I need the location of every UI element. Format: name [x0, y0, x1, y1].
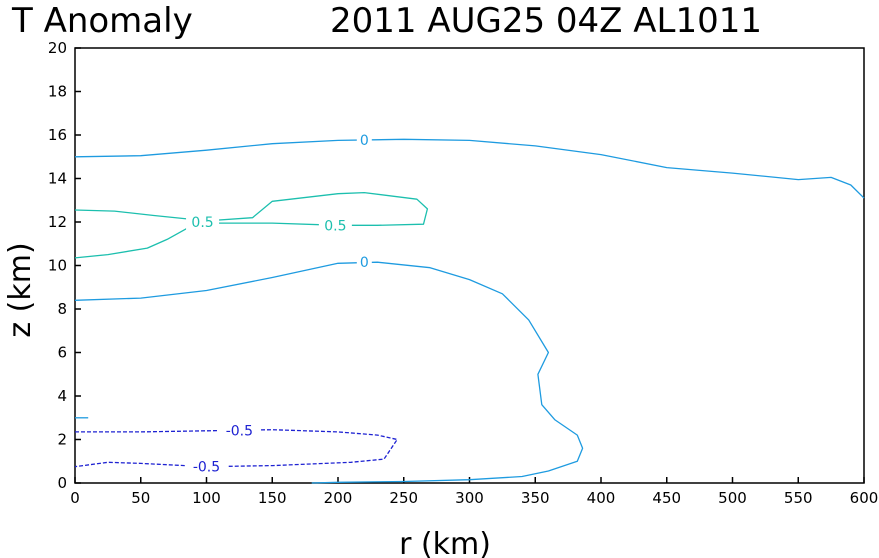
- contour-label-background: [185, 458, 228, 475]
- contour-line-level-0: [74, 261, 584, 484]
- x-tick-label: 0: [70, 489, 80, 507]
- contour-label-background: [186, 214, 220, 230]
- contour-label-background: [218, 422, 261, 439]
- y-tick-label: 4: [57, 387, 67, 405]
- x-tick-label: 350: [521, 489, 550, 507]
- contour-labels: 0 0 0.5 0.5 -0.5 -0.5: [185, 131, 372, 476]
- x-tick-label: 550: [784, 489, 813, 507]
- x-tick-label: 100: [192, 489, 221, 507]
- y-tick-label: 2: [57, 431, 67, 449]
- x-axis-label: r (km): [399, 527, 491, 558]
- contour-label-background: [356, 131, 372, 148]
- contour-label: 0.5: [324, 218, 346, 234]
- x-tick-label: 450: [652, 489, 681, 507]
- x-tick-label: 600: [850, 489, 879, 507]
- contour-label-background: [318, 217, 352, 234]
- contour-label: -0.5: [193, 460, 220, 476]
- chart-title-datetime-storm: 2011 AUG25 04Z AL1011: [330, 1, 762, 41]
- y-axis-label: z (km): [3, 242, 38, 337]
- x-tick-label: 250: [389, 489, 418, 507]
- contour-label-background: [356, 254, 372, 271]
- contour-line-level-0: [74, 138, 865, 199]
- contour-lines: [74, 138, 865, 484]
- y-tick-label: 10: [48, 257, 67, 275]
- y-tick-label: 16: [48, 126, 67, 144]
- contour-line-level-minus-0.5: [74, 429, 398, 468]
- contour-label: -0.5: [226, 423, 253, 439]
- y-tick-label: 6: [57, 344, 67, 362]
- x-tick-label: 300: [455, 489, 484, 507]
- x-axis: 0 50 100 150 200 250 300 350 400 450 500 550 600: [70, 477, 878, 507]
- y-tick-label: 12: [48, 213, 67, 231]
- contour-line-level-0.5: [74, 191, 429, 259]
- y-tick-label: 0: [57, 474, 67, 492]
- x-tick-label: 50: [131, 489, 150, 507]
- y-tick-label: 18: [48, 83, 67, 101]
- x-tick-label: 400: [587, 489, 616, 507]
- contour-label: 0: [360, 133, 369, 149]
- y-axis: 0 2 4 6 8 10 12 14 16 18 20: [48, 39, 81, 492]
- y-tick-label: 20: [48, 39, 67, 57]
- x-tick-label: 200: [324, 489, 353, 507]
- y-tick-label: 14: [48, 170, 67, 188]
- x-tick-label: 500: [718, 489, 747, 507]
- y-tick-label: 8: [57, 300, 67, 318]
- x-tick-label: 150: [258, 489, 287, 507]
- contour-label: 0: [360, 255, 369, 271]
- contour-label: 0.5: [191, 215, 213, 231]
- chart-title-variable: T Anomaly: [11, 1, 193, 41]
- plot-frame: [74, 47, 865, 484]
